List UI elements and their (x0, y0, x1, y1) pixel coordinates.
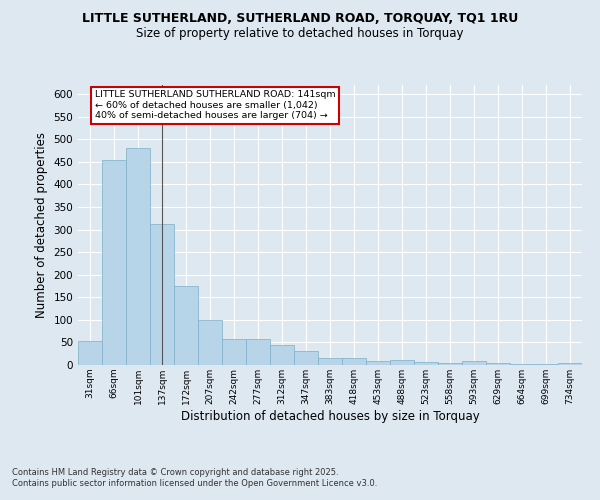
Bar (486, 363, 510, 365)
Bar (534, 364, 558, 365)
Bar (150, 224, 174, 365)
Bar (318, 358, 342, 365)
Bar (558, 363, 582, 365)
Text: LITTLE SUTHERLAND, SUTHERLAND ROAD, TORQUAY, TQ1 1RU: LITTLE SUTHERLAND, SUTHERLAND ROAD, TORQ… (82, 12, 518, 26)
Bar (366, 362, 390, 365)
Bar (222, 339, 246, 365)
Bar (342, 358, 366, 365)
Y-axis label: Number of detached properties: Number of detached properties (35, 132, 48, 318)
Bar (78, 340, 102, 365)
Bar (462, 362, 486, 365)
Bar (198, 320, 222, 365)
Bar (174, 286, 198, 365)
Bar (438, 362, 462, 365)
Bar (102, 160, 126, 365)
Text: LITTLE SUTHERLAND SUTHERLAND ROAD: 141sqm
← 60% of detached houses are smaller (: LITTLE SUTHERLAND SUTHERLAND ROAD: 141sq… (95, 90, 335, 120)
Bar (270, 345, 294, 365)
Bar (126, 148, 150, 365)
Bar (510, 364, 534, 365)
Text: Contains HM Land Registry data © Crown copyright and database right 2025.
Contai: Contains HM Land Registry data © Crown c… (12, 468, 377, 487)
X-axis label: Distribution of detached houses by size in Torquay: Distribution of detached houses by size … (181, 410, 479, 422)
Bar (390, 360, 414, 365)
Bar (414, 362, 438, 365)
Bar (246, 339, 270, 365)
Bar (294, 350, 318, 365)
Text: Size of property relative to detached houses in Torquay: Size of property relative to detached ho… (136, 28, 464, 40)
